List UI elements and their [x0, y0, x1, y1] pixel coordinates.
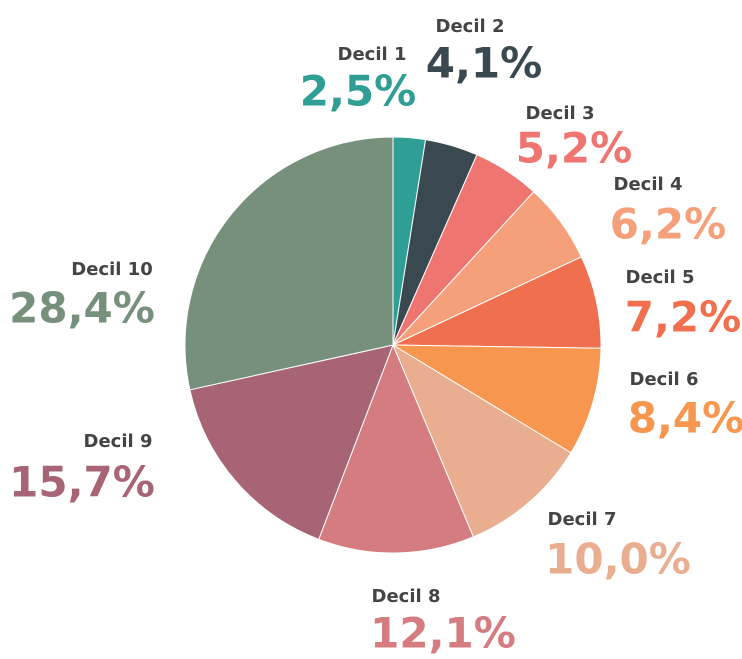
slice-value: 8,4%	[628, 394, 742, 443]
slice-name: Decil 3	[526, 103, 595, 124]
slice-value: 10,0%	[545, 535, 691, 584]
pie-slice	[391, 344, 602, 454]
slice-name: Decil 5	[626, 267, 695, 288]
slice-value: 7,2%	[625, 293, 741, 342]
slice-name: Decil 9	[84, 431, 153, 452]
pie-slice	[189, 344, 394, 540]
slice-value: 2,5%	[300, 67, 416, 116]
slice-name: Decil 8	[372, 586, 441, 607]
pie-slice	[318, 343, 475, 554]
slice-name: Decil 7	[548, 509, 617, 530]
slice-value: 15,7%	[9, 458, 155, 507]
pie-slice	[184, 136, 394, 391]
slice-name: Decil 2	[436, 16, 505, 37]
pie-slice	[391, 343, 572, 538]
slice-value: 6,2%	[610, 200, 726, 249]
slice-value: 12,1%	[370, 609, 516, 658]
slice-name: Decil 6	[630, 369, 699, 390]
slice-value: 28,4%	[9, 284, 155, 333]
slice-name: Decil 1	[338, 44, 407, 65]
slice-value: 5,2%	[516, 124, 632, 173]
slice-name: Decil 4	[614, 174, 683, 195]
slice-value: 4,1%	[426, 39, 542, 88]
slice-name: Decil 10	[71, 259, 152, 280]
